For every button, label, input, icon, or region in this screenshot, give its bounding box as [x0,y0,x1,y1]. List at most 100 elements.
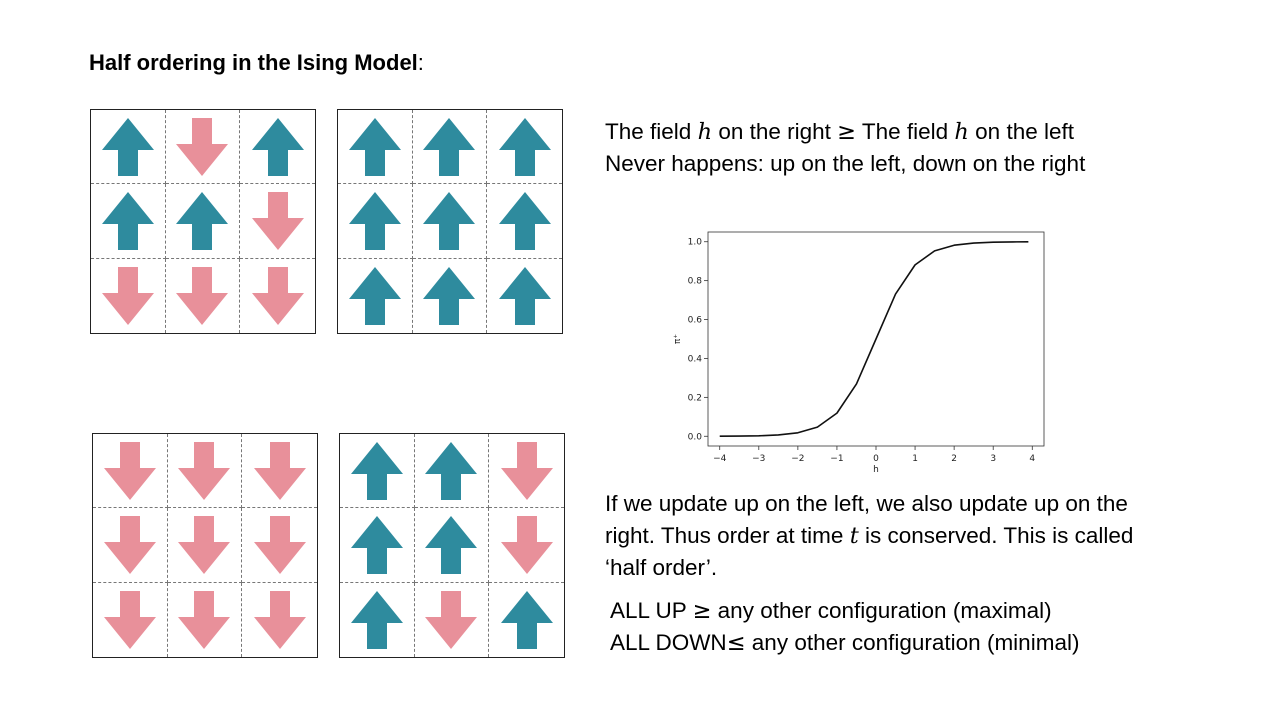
grid-cell [340,508,415,583]
grid-cell [168,582,243,657]
arrow-down-icon [253,590,306,649]
grid-cell [240,184,315,259]
y-tick-label: 0.8 [688,277,703,287]
arrow-down-icon [178,590,231,649]
grid-cell [91,110,166,185]
x-tick-label: 0 [873,454,879,464]
title-suffix: : [417,50,424,75]
x-tick-label: 1 [912,454,918,464]
arrow-down-icon [251,191,304,250]
grid-cell [93,434,168,509]
arrow-down-icon [253,441,306,500]
arrow-up-icon [251,117,304,176]
arrow-down-icon [178,441,231,500]
grid-cell [412,110,488,185]
grid-cell [340,434,415,509]
page-title: Half ordering in the Ising Model: [89,50,424,76]
arrow-up-icon [425,515,478,574]
arrow-down-icon [500,441,553,500]
arrow-up-icon [425,441,478,500]
y-tick-label: 0.6 [688,316,703,326]
title-bold: Half ordering in the Ising Model [89,50,418,75]
grid-cell [414,434,490,509]
arrow-down-icon [500,515,553,574]
grid-cell [487,259,562,333]
x-tick-label: −3 [752,454,765,464]
y-axis-label: π⁺ [673,334,683,344]
arrow-up-icon [101,191,154,250]
grid-cell [412,184,488,259]
arrow-up-icon [423,191,476,250]
half-order-line-3: ‘half order’. [605,555,718,580]
arrow-down-icon [101,266,154,325]
y-tick-label: 1.0 [688,238,703,248]
sigmoid-plot: −4 −3 −2 −1 0 1 2 3 4 0.0 0.2 0.4 0.6 0.8 1.0 h π⁺ [673,231,1045,475]
half-order-text: If we update up on the left, we also upd… [605,488,1133,584]
field-line-2: Never happens: up on the left, down on t… [605,151,1086,176]
grid-cell [414,508,490,583]
arrow-down-icon [176,266,229,325]
grid-cell [242,434,317,509]
spin-grid-bottom-left [92,433,318,658]
field-line-1: The field h on the right ≥ The field h o… [605,119,1074,145]
arrow-up-icon [350,515,403,574]
spin-grid-bottom-right [339,433,565,658]
grid-cell [487,110,562,185]
arrow-down-icon [425,590,478,649]
grid-cell [91,184,166,259]
grid-cell [489,583,564,657]
arrow-up-icon [423,117,476,176]
grid-cell [489,434,564,509]
grid-cell [93,508,168,583]
grid-cell [167,508,243,583]
grid-cell [167,434,243,509]
arrow-up-icon [350,441,403,500]
grid-cell [93,582,168,657]
y-tick-label: 0.0 [688,432,703,442]
half-order-line-2: right. Thus order at time t is conserved… [605,523,1134,549]
grid-cell [338,184,413,259]
series-line [719,241,1029,438]
arrow-up-icon [348,117,401,176]
field-comparison-text: The field h on the right ≥ The field h o… [605,116,1085,180]
arrow-up-icon [350,590,403,649]
x-tick-label: 2 [951,454,957,464]
arrow-up-icon [498,191,551,250]
grid-cell [340,582,415,657]
arrow-up-icon [101,117,154,176]
all-up-line: ALL UP ≥ any other configuration (maxima… [610,598,1052,624]
arrow-down-icon [253,515,306,574]
grid-cell [242,583,317,657]
grid-cell [338,110,413,185]
grid-cell [415,582,490,657]
grid-cell [487,184,562,259]
arrow-up-icon [498,266,551,325]
arrow-up-icon [500,590,553,649]
spin-grid-top-left [90,109,316,334]
x-tick-label: −4 [713,454,727,464]
grid-cell [91,258,166,333]
spin-grid-top-right [337,109,563,334]
x-tick-label: −1 [830,454,843,464]
arrow-up-icon [498,117,551,176]
grid-cell [165,184,241,259]
x-tick-label: 3 [990,454,996,464]
x-tick-label: 4 [1029,454,1035,464]
arrow-up-icon [348,191,401,250]
y-tick-label: 0.2 [688,393,702,403]
grid-cell [166,258,241,333]
extremal-configurations-text: ALL UP ≥ any other configuration (maxima… [610,595,1079,659]
arrow-down-icon [178,515,231,574]
grid-cell [489,508,564,583]
arrow-up-icon [176,191,229,250]
arrow-down-icon [103,590,156,649]
grid-cell [413,258,488,333]
grid-cell [338,258,413,333]
arrow-down-icon [103,441,156,500]
grid-cell [240,110,315,185]
grid-cell [165,110,241,185]
x-tick-label: −2 [791,454,804,464]
x-axis-label: h [873,465,879,475]
grid-cell [242,508,317,583]
all-down-line: ALL DOWN≤ any other configuration (minim… [610,630,1080,656]
